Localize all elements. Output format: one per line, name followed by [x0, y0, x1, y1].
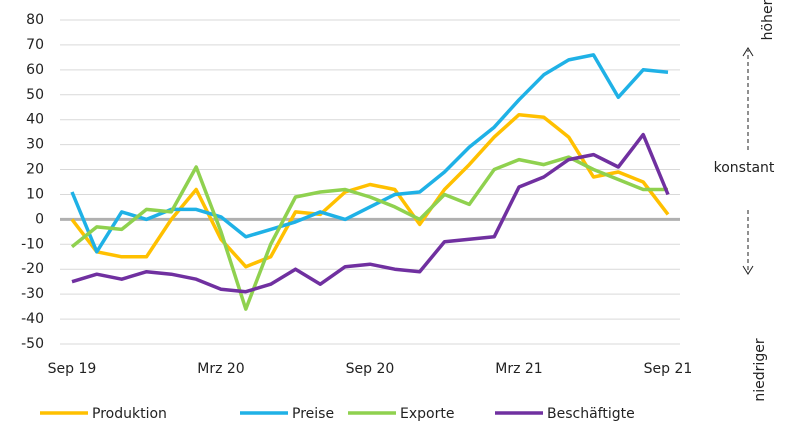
legend-label: Preise: [292, 406, 334, 422]
y-tick-label: 80: [26, 12, 44, 28]
x-tick-label: Mrz 21: [495, 361, 542, 377]
series-line: [71, 132, 670, 294]
arrow-head-up: [742, 47, 754, 57]
y-tick-label: -30: [21, 286, 44, 302]
x-tick-label: Sep 19: [48, 361, 97, 377]
y-tick-label: 60: [26, 62, 44, 78]
y-tick-label: 40: [26, 112, 44, 128]
y-tick-label: 70: [26, 37, 44, 53]
annotation-constant: konstant: [714, 160, 775, 176]
legend-label: Exporte: [400, 406, 454, 422]
series-line: [70, 112, 670, 269]
y-tick-label: 0: [35, 211, 44, 227]
y-tick-label: 50: [26, 87, 44, 103]
y-tick-label: 10: [26, 186, 44, 202]
y-tick-label: -10: [21, 236, 44, 252]
x-tick-label: Sep 20: [346, 361, 395, 377]
y-tick-label: -50: [21, 336, 44, 352]
x-tick-label: Mrz 20: [197, 361, 244, 377]
arrow-head-down: [742, 265, 754, 275]
y-tick-label: 20: [26, 162, 44, 178]
series-line: [70, 155, 668, 311]
y-tick-label: -40: [21, 311, 44, 327]
annotation-high: höher: [760, 0, 776, 40]
x-tick-label: Sep 21: [644, 361, 693, 377]
y-tick-label: 30: [26, 137, 44, 153]
legend-label: Beschäftigte: [547, 406, 635, 422]
annotation-low: niedriger: [752, 338, 768, 401]
y-tick-label: -20: [21, 261, 44, 277]
legend-label: Produktion: [92, 406, 167, 422]
